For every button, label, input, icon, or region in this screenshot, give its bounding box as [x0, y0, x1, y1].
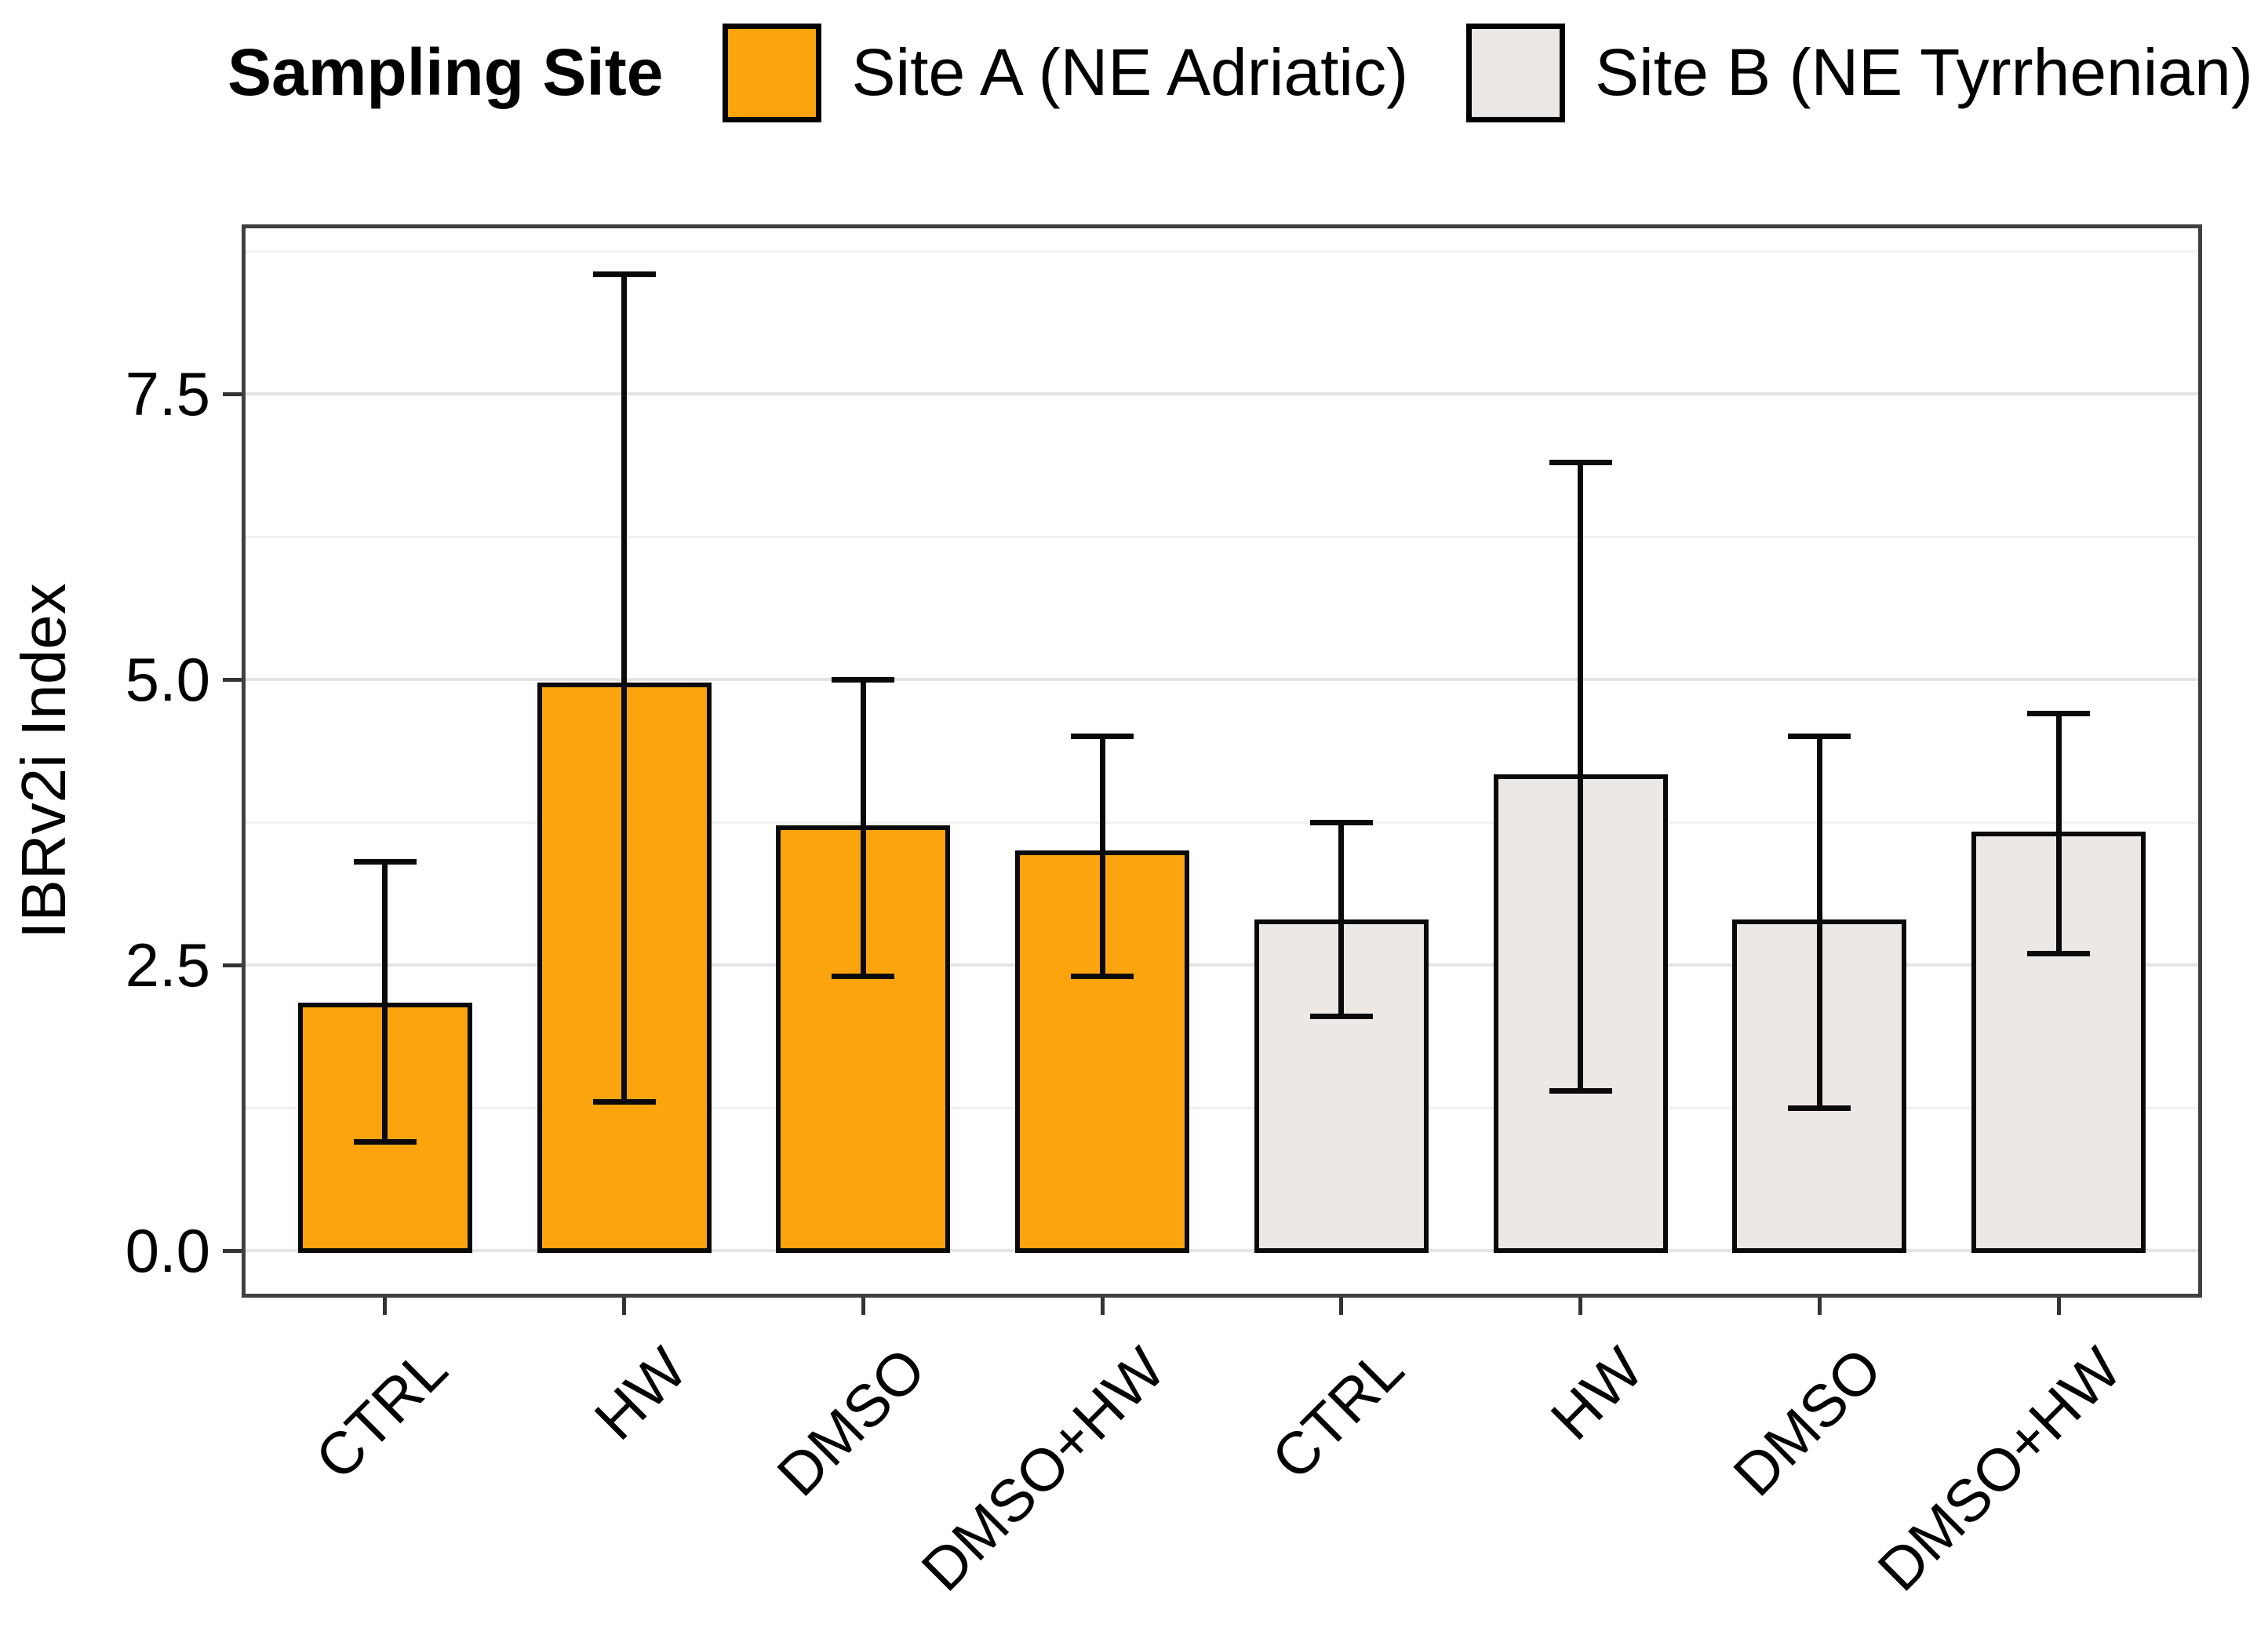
y-axis-tick: [223, 391, 242, 396]
errorbar-line-site-a-dmso-hw: [1099, 736, 1105, 977]
legend-label-site-a: Site A (NE Adriatic): [851, 35, 1409, 109]
bar-site-b-ctrl: [1254, 919, 1429, 1253]
x-axis-label: DMSO: [1721, 1335, 1895, 1509]
errorbar-cap-bottom-site-a-ctrl: [353, 1139, 417, 1145]
legend: Sampling Site Site A (NE Adriatic) Site …: [228, 16, 2253, 129]
gridline-major: [242, 392, 2202, 395]
y-axis-tick-label: 2.5: [125, 930, 210, 1000]
legend-key-site-a-swatch: [723, 23, 822, 122]
errorbar-cap-top-site-a-dmso-hw: [1071, 734, 1134, 740]
x-axis-tick: [1100, 1298, 1105, 1315]
legend-key-site-b-swatch: [1466, 23, 1566, 122]
y-axis-tick: [223, 677, 242, 682]
x-axis-label: DMSO+HW: [908, 1335, 1178, 1604]
gridline-minor: [242, 249, 2202, 253]
errorbar-cap-top-site-b-dmso: [1788, 734, 1851, 740]
errorbar-cap-bottom-site-b-hw: [1549, 1087, 1612, 1094]
errorbar-cap-top-site-a-dmso: [832, 676, 895, 683]
gridline-minor: [242, 535, 2202, 538]
errorbar-cap-bottom-site-b-ctrl: [1309, 1014, 1373, 1020]
y-axis-title-text: IBRv2i Index: [9, 583, 78, 939]
errorbar-line-site-a-ctrl: [382, 861, 388, 1142]
errorbar-line-site-a-dmso: [860, 679, 866, 977]
x-axis-tick: [2056, 1298, 2061, 1315]
x-axis-label: CTRL: [1259, 1335, 1417, 1493]
errorbar-cap-bottom-site-a-hw: [592, 1099, 656, 1105]
y-axis-tick: [223, 1248, 242, 1253]
errorbar-cap-top-site-a-hw: [592, 271, 656, 277]
errorbar-line-site-b-ctrl: [1338, 822, 1345, 1017]
x-axis-tick: [1578, 1298, 1583, 1315]
gridline-major: [242, 1249, 2202, 1252]
errorbar-cap-top-site-b-dmso-hw: [2027, 711, 2091, 717]
x-axis-tick: [1339, 1298, 1344, 1315]
x-axis-tick: [1817, 1298, 1822, 1315]
errorbar-line-site-a-hw: [621, 274, 628, 1102]
y-axis-tick-label: 5.0: [125, 645, 210, 714]
errorbar-line-site-b-dmso: [1816, 736, 1822, 1108]
x-axis-tick: [383, 1298, 388, 1315]
x-axis-label: CTRL: [303, 1335, 461, 1493]
errorbar-cap-top-site-b-ctrl: [1309, 819, 1373, 825]
x-axis-label: DMSO: [765, 1335, 939, 1509]
x-axis-label: HW: [582, 1335, 700, 1453]
plot-panel: [242, 224, 2202, 1298]
legend-item-site-b: Site B (NE Tyrrhenian): [1466, 23, 2253, 122]
x-axis-tick: [622, 1298, 627, 1315]
legend-item-site-a: Site A (NE Adriatic): [723, 23, 1409, 122]
gridline-minor: [242, 1106, 2202, 1109]
errorbar-cap-bottom-site-b-dmso-hw: [2027, 950, 2091, 956]
errorbar-cap-bottom-site-a-dmso-hw: [1071, 974, 1134, 980]
y-axis-tick-label: 7.5: [125, 359, 210, 428]
gridline-minor: [242, 821, 2202, 824]
errorbar-line-site-b-hw: [1578, 462, 1584, 1091]
errorbar-cap-top-site-a-ctrl: [353, 859, 417, 865]
gridline-major: [242, 963, 2202, 967]
errorbar-line-site-b-dmso-hw: [2055, 713, 2062, 954]
legend-label-site-b: Site B (NE Tyrrhenian): [1595, 35, 2253, 109]
x-axis-label: HW: [1538, 1335, 1656, 1453]
errorbar-cap-bottom-site-b-dmso: [1788, 1105, 1851, 1111]
x-axis-tick: [861, 1298, 865, 1315]
y-axis-tick-label: 0.0: [125, 1216, 210, 1285]
y-axis-tick: [223, 963, 242, 967]
bar-site-a-dmso-hw: [1015, 850, 1190, 1253]
errorbar-cap-bottom-site-a-dmso: [832, 974, 895, 980]
gridline-major: [242, 678, 2202, 681]
errorbar-cap-top-site-b-hw: [1549, 459, 1612, 465]
legend-title: Sampling Site: [228, 35, 664, 109]
x-axis-label: DMSO+HW: [1866, 1335, 2135, 1604]
